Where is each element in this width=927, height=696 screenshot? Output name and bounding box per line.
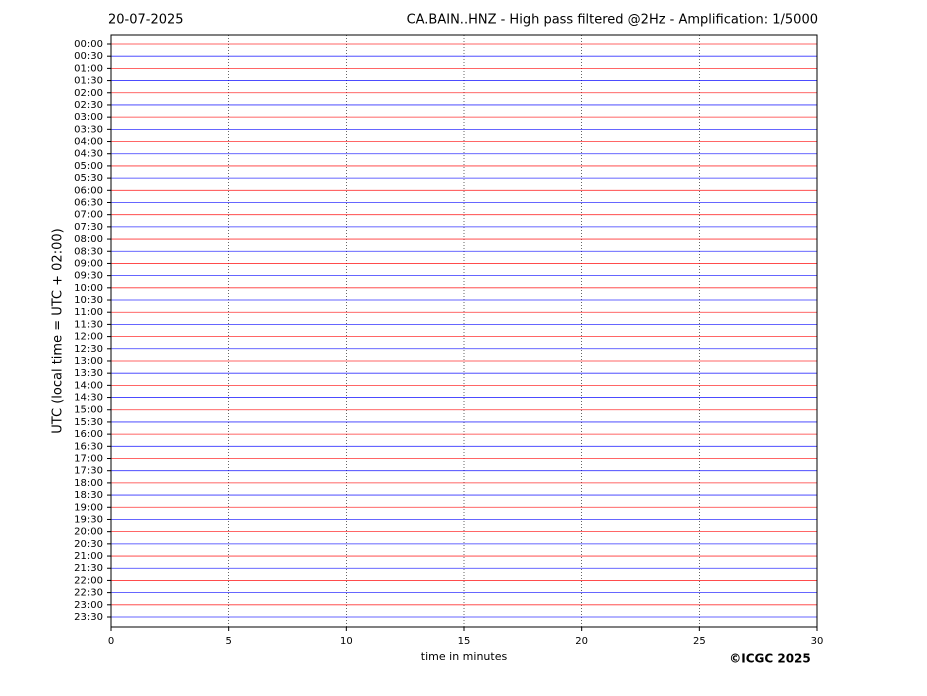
y-tick-label: 16:00 — [74, 429, 103, 440]
y-tick-label: 13:30 — [74, 368, 103, 379]
copyright: ©ICGC 2025 — [729, 652, 811, 666]
x-tick-label: 20 — [575, 636, 588, 647]
y-tick-label: 02:30 — [74, 100, 103, 111]
y-tick-label: 05:30 — [74, 173, 103, 184]
y-tick-label: 01:30 — [74, 76, 103, 87]
y-tick-label: 15:00 — [74, 405, 103, 416]
y-tick-label: 21:00 — [74, 551, 103, 562]
chart-date: 20-07-2025 — [108, 13, 184, 28]
y-tick-label: 13:00 — [74, 356, 103, 367]
y-tick-label: 00:30 — [74, 51, 103, 62]
y-tick-label: 08:00 — [74, 234, 103, 245]
x-tick-label: 15 — [458, 636, 471, 647]
chart-title: CA.BAIN..HNZ - High pass filtered @2Hz -… — [407, 13, 818, 28]
y-axis-label: UTC (local time = UTC + 02:00) — [51, 228, 66, 433]
y-tick-label: 14:30 — [74, 393, 103, 404]
y-tick-label: 09:30 — [74, 271, 103, 282]
y-tick-label: 03:00 — [74, 112, 103, 123]
y-tick-label: 08:30 — [74, 246, 103, 257]
x-tick-label: 5 — [225, 636, 231, 647]
y-tick-label: 18:00 — [74, 478, 103, 489]
y-tick-label: 04:30 — [74, 149, 103, 160]
y-tick-label: 11:30 — [74, 319, 103, 330]
y-tick-label: 17:00 — [74, 454, 103, 465]
y-tick-label: 23:00 — [74, 600, 103, 611]
y-tick-label: 12:30 — [74, 344, 103, 355]
y-tick-label: 12:00 — [74, 332, 103, 343]
y-tick-label: 15:30 — [74, 417, 103, 428]
y-tick-label: 00:00 — [74, 39, 103, 50]
y-tick-label: 02:00 — [74, 88, 103, 99]
y-tick-label: 09:00 — [74, 258, 103, 269]
x-tick-label: 25 — [693, 636, 706, 647]
y-tick-label: 06:00 — [74, 185, 103, 196]
y-tick-label: 06:30 — [74, 197, 103, 208]
x-axis-label: time in minutes — [421, 650, 508, 663]
y-tick-label: 10:30 — [74, 295, 103, 306]
y-tick-label: 03:30 — [74, 124, 103, 135]
y-tick-label: 23:30 — [74, 612, 103, 623]
plot-frame — [110, 34, 818, 628]
y-tick-label: 11:00 — [74, 307, 103, 318]
y-tick-label: 07:00 — [74, 210, 103, 221]
y-tick-label: 19:30 — [74, 514, 103, 525]
y-tick-label: 22:00 — [74, 575, 103, 586]
y-tick-label: 05:00 — [74, 161, 103, 172]
x-tick-label: 30 — [811, 636, 824, 647]
y-tick-label: 04:00 — [74, 137, 103, 148]
x-tick-label: 0 — [108, 636, 114, 647]
y-tick-label: 21:30 — [74, 563, 103, 574]
y-tick-label: 01:00 — [74, 63, 103, 74]
y-tick-label: 19:00 — [74, 502, 103, 513]
y-tick-label: 16:30 — [74, 441, 103, 452]
y-tick-label: 17:30 — [74, 466, 103, 477]
y-tick-label: 07:30 — [74, 222, 103, 233]
y-tick-label: 18:30 — [74, 490, 103, 501]
x-tick-label: 10 — [340, 636, 353, 647]
y-tick-label: 14:00 — [74, 380, 103, 391]
y-tick-label: 20:30 — [74, 539, 103, 550]
y-tick-label: 20:00 — [74, 527, 103, 538]
y-tick-label: 22:30 — [74, 588, 103, 599]
y-tick-label: 10:00 — [74, 283, 103, 294]
